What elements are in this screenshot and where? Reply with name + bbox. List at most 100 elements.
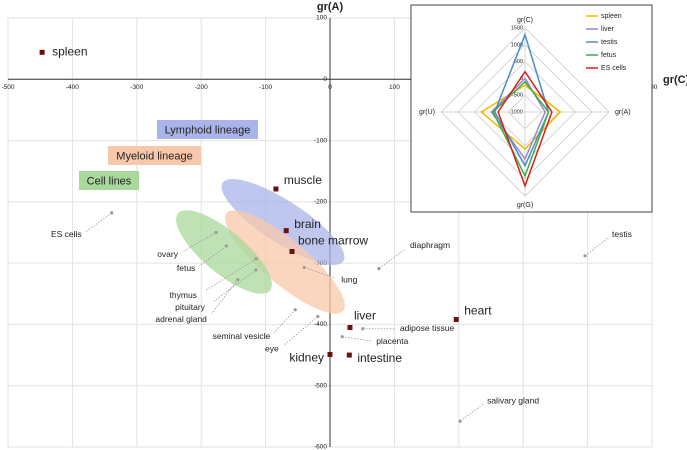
radar-tick-label: 1000 [511,42,523,48]
point-label: lung [341,275,357,285]
point [327,351,333,357]
point [254,268,258,272]
y-tick-label: -300 [314,260,327,267]
radar-tick-label: -1000 [509,109,523,115]
point [453,317,459,323]
point [214,230,218,235]
point-label: muscle [284,173,322,187]
legend-label: spleen [601,13,622,20]
y-tick-label: -200 [314,199,327,206]
radar-tick-label: -500 [512,93,523,99]
x-tick-label: -100 [259,84,272,91]
point-label: testis [612,229,632,239]
radar-axis-label: gr(A) [615,109,631,116]
x-tick-label: -400 [66,84,79,91]
radar-series [490,77,547,161]
point [293,308,297,312]
point [39,49,45,55]
point-label: brain [294,217,321,231]
y-tick-label: -100 [314,137,327,144]
point-label: placenta [376,336,408,346]
leader-line [211,279,239,314]
leader-line [212,269,257,303]
point [302,265,306,270]
x-axis-title: gr(C) [663,74,687,86]
point-label: seminal vesicle [213,331,271,341]
point [289,248,295,254]
radar-tick-label: 500 [514,59,523,65]
point-label: ovary [157,249,179,259]
point [273,186,279,192]
region-label: Cell lines [87,175,132,187]
region-label-box [157,120,258,139]
point-label: thymus [170,290,197,300]
point [340,335,344,339]
legend-label: fetus [601,52,617,59]
point [316,314,320,319]
point-label: kidney [289,351,324,365]
leader-line [378,248,406,269]
point-label: adrenal gland [155,314,207,324]
y-axis-title: gr(A) [317,1,344,13]
leader-line [584,237,609,257]
y-tick-label: -400 [314,321,327,328]
region-label: Myeloid lineage [116,150,192,162]
point [254,257,258,261]
leader-line [284,316,319,345]
point [283,228,289,234]
region-ellipse [176,210,272,294]
point [583,254,587,258]
point [346,352,352,358]
radar-tick-label: 1500 [511,25,523,31]
point [236,278,240,282]
point-label: eye [265,344,279,354]
radar-axis-label: gr(G) [517,202,533,209]
point-label: fetus [177,263,195,273]
radar-series [497,70,553,189]
x-tick-label: 100 [389,84,400,91]
region-label-box [108,146,201,165]
leader-line [342,336,372,342]
point-label: salivary gland [487,396,539,406]
point [224,244,228,248]
y-tick-label: -500 [314,382,327,389]
point-label: liver [354,309,376,323]
leader-line [183,232,217,252]
point-label: spleen [52,44,87,58]
leader-line [273,309,296,333]
point [361,327,365,331]
inset-frame [410,4,653,213]
point [110,211,114,215]
leader-line [85,212,112,232]
radar-series [480,84,562,150]
legend-label: testis [601,39,618,46]
point-label: intestine [357,351,402,365]
radar-series [492,80,550,178]
region-ellipse [225,210,345,314]
radar-axis-label: gr(U) [419,109,435,116]
region-label-box [79,171,139,190]
point-label: diaphragm [410,240,450,250]
point-label: ES cells [51,229,82,239]
legend-label: ES cells [601,65,627,72]
region-ellipse [221,179,345,265]
region-label: Lymphoid lineage [165,124,251,136]
point-label: bone marrow [298,234,368,248]
radar-axis-label: gr(C) [517,17,533,24]
leader-line [205,258,257,291]
point [377,267,381,271]
legend-label: liver [601,26,615,33]
point [458,419,462,423]
point-label: heart [464,304,492,318]
radar-tick-label: 0 [520,76,523,82]
x-tick-label: -500 [1,84,14,91]
y-tick-label: 100 [316,15,327,22]
x-tick-label: -200 [195,84,208,91]
point-label: pituitary [175,302,206,312]
point-label: adipose tissue [400,323,455,333]
radar-series [493,32,550,168]
y-tick-label: -600 [314,444,327,450]
leader-line [304,267,336,279]
x-tick-label: -300 [130,84,143,91]
